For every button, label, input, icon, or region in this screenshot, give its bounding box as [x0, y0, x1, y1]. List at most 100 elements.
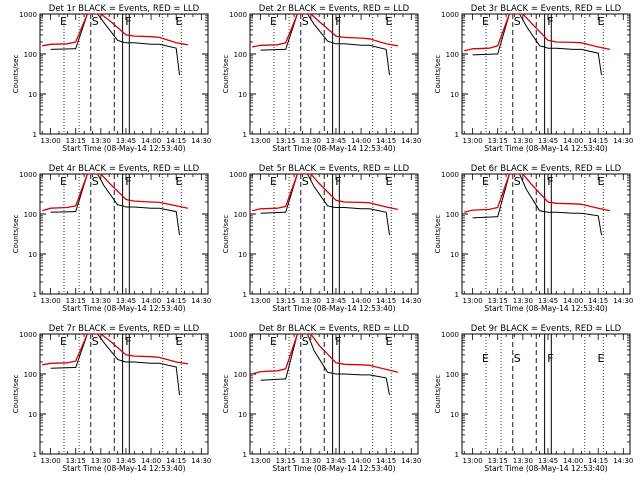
x-tick-label: 13:00	[41, 457, 61, 465]
axes-frame	[461, 13, 631, 135]
axes-frame	[39, 333, 209, 455]
x-tick-label: 14:30	[613, 137, 633, 145]
y-tick-label: 100	[24, 211, 37, 219]
x-tick-label: 13:30	[301, 457, 321, 465]
series-events-line	[50, 334, 180, 395]
y-tick-label: 1	[33, 451, 37, 459]
y-tick-label: 10	[450, 411, 459, 419]
axes-frame	[39, 13, 209, 135]
x-tick-label: 14:00	[141, 137, 161, 145]
x-tick-label: 14:30	[191, 457, 211, 465]
y-tick-label: 100	[234, 371, 247, 379]
x-tick-label: 13:00	[251, 137, 271, 145]
x-tick-label: 14:15	[166, 457, 186, 465]
panel-title: Det 9r BLACK = Events, RED = LLD	[471, 324, 622, 334]
x-tick-label: 13:00	[251, 297, 271, 305]
y-tick-label: 1000	[229, 331, 247, 339]
x-axis-label: Start Time (08-May-14 12:53:40)	[272, 464, 395, 473]
marker-letter-s: S	[92, 15, 99, 28]
axes-frame	[461, 333, 631, 455]
x-tick-label: 13:00	[41, 297, 61, 305]
axes-frame	[39, 173, 209, 295]
panel-title: Det 5r BLACK = Events, RED = LLD	[259, 164, 410, 174]
x-tick-label: 13:45	[538, 137, 558, 145]
marker-letter-f: F	[125, 175, 131, 188]
x-tick-label: 14:00	[141, 297, 161, 305]
marker-letter-e: E	[60, 175, 67, 188]
panel-title: Det 3r BLACK = Events, RED = LLD	[471, 4, 622, 14]
y-tick-label: 1	[455, 131, 459, 139]
x-tick-label: 14:15	[588, 457, 608, 465]
marker-letter-s: S	[302, 15, 309, 28]
y-tick-label: 100	[234, 51, 247, 59]
x-tick-label: 13:45	[326, 137, 346, 145]
x-axis-label: Start Time (08-May-14 12:53:40)	[62, 464, 185, 473]
x-tick-label: 13:15	[276, 297, 296, 305]
x-tick-label: 14:00	[563, 457, 583, 465]
marker-letter-e: E	[60, 15, 67, 28]
x-tick-label: 14:30	[191, 297, 211, 305]
y-tick-label: 1000	[19, 171, 37, 179]
y-axis-label: Counts/sec	[434, 215, 442, 254]
marker-letter-e: E	[270, 175, 277, 188]
y-tick-label: 1	[243, 291, 247, 299]
x-tick-label: 13:30	[91, 457, 111, 465]
series-lld-line	[464, 174, 611, 213]
y-tick-label: 10	[238, 91, 247, 99]
x-tick-label: 14:15	[376, 137, 396, 145]
series-events-line	[472, 174, 602, 235]
marker-letter-s: S	[302, 175, 309, 188]
x-tick-label: 14:30	[401, 457, 421, 465]
y-tick-label: 10	[238, 411, 247, 419]
series-lld-line	[252, 174, 399, 212]
x-axis-label: Start Time (08-May-14 12:53:40)	[272, 144, 395, 153]
y-axis-label: Counts/sec	[222, 375, 230, 414]
series-lld-line	[42, 14, 189, 47]
x-tick-label: 13:30	[301, 297, 321, 305]
series-lld-line	[42, 174, 189, 212]
series-events-line	[472, 14, 602, 75]
panel-det-6: Det 6r BLACK = Events, RED = LLD 1 10 100 10…	[434, 164, 633, 313]
marker-letter-s: S	[92, 175, 99, 188]
marker-letter-s: S	[514, 352, 521, 365]
x-axis-label: Start Time (08-May-14 12:53:40)	[62, 304, 185, 313]
x-tick-label: 13:30	[301, 137, 321, 145]
y-axis-label: Counts/sec	[12, 55, 20, 94]
marker-letter-e: E	[482, 352, 489, 365]
y-tick-label: 10	[450, 91, 459, 99]
x-tick-label: 13:00	[463, 297, 483, 305]
series-events-line	[260, 14, 390, 75]
marker-letter-e: E	[482, 175, 489, 188]
x-tick-label: 13:30	[513, 457, 533, 465]
x-tick-label: 14:00	[563, 297, 583, 305]
axes-frame	[461, 173, 631, 295]
marker-letter-f: F	[547, 352, 553, 365]
y-tick-label: 100	[24, 51, 37, 59]
y-tick-label: 1	[455, 451, 459, 459]
panel-det-5: Det 5r BLACK = Events, RED = LLD 1 10 100 10…	[222, 164, 421, 313]
marker-letter-f: F	[335, 335, 341, 348]
marker-letter-e: E	[386, 335, 393, 348]
y-tick-label: 100	[446, 51, 459, 59]
x-axis-label: Start Time (08-May-14 12:53:40)	[62, 144, 185, 153]
x-tick-label: 13:30	[91, 297, 111, 305]
x-tick-label: 14:15	[166, 297, 186, 305]
marker-letter-e: E	[598, 175, 605, 188]
y-axis-label: Counts/sec	[12, 375, 20, 414]
x-tick-label: 13:00	[463, 137, 483, 145]
x-tick-label: 14:15	[166, 137, 186, 145]
marker-letter-s: S	[92, 335, 99, 348]
x-tick-label: 13:15	[66, 137, 86, 145]
x-tick-label: 13:15	[488, 457, 508, 465]
marker-letter-e: E	[482, 15, 489, 28]
x-tick-label: 14:00	[351, 457, 371, 465]
panel-det-7: Det 7r BLACK = Events, RED = LLD 1 10 100 10…	[12, 324, 211, 473]
axes-frame	[249, 333, 419, 455]
x-tick-label: 14:30	[613, 297, 633, 305]
x-axis-label: Start Time (08-May-14 12:53:40)	[272, 304, 395, 313]
marker-letter-e: E	[598, 352, 605, 365]
y-tick-label: 1000	[441, 171, 459, 179]
y-tick-label: 1	[455, 291, 459, 299]
panel-title: Det 4r BLACK = Events, RED = LLD	[49, 164, 200, 174]
series-lld-line	[42, 334, 188, 366]
